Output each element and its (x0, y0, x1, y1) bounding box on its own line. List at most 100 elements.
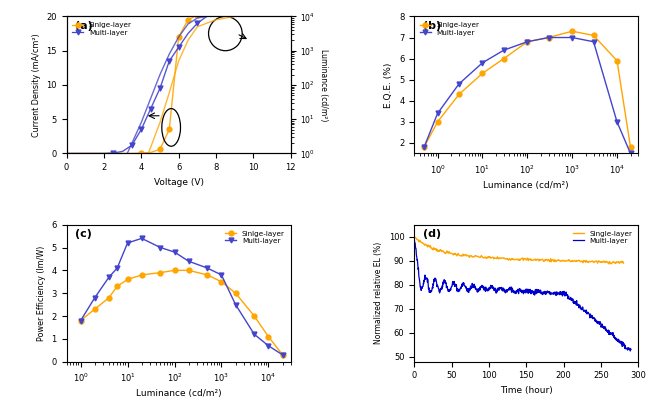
Point (229, 1, 240, 7)
Multi-layer (138, 236, 146, 241)
Multi-layer (420, 145, 428, 150)
Point (174, 34, 184, 40)
Multi-layer (455, 81, 463, 86)
Point (192, 20, 203, 27)
Point (136, 150, 146, 157)
Sinlge-layer (124, 277, 132, 282)
Text: (a): (a) (75, 21, 93, 30)
Point (136, 126, 146, 133)
Sinlge-layer (523, 39, 531, 44)
Sinlge-layer (265, 334, 273, 339)
Y-axis label: E.Q.E. (%): E.Q.E. (%) (384, 62, 394, 108)
Sinlge-layer (203, 272, 211, 277)
Multi-layer (568, 35, 576, 40)
Text: (c): (c) (75, 229, 92, 239)
Point (248, 0, 259, 5)
Single-layer (604, 261, 612, 266)
Multi-layer (170, 249, 178, 254)
Line: Multi-layer: Multi-layer (422, 35, 633, 156)
Multi-layer (410, 234, 418, 239)
Sinlge-layer (138, 272, 146, 277)
Multi-layer (250, 332, 258, 337)
Line: Sinlge-layer: Sinlge-layer (78, 268, 285, 357)
Point (164, 126, 175, 133)
Line: Single-layer: Single-layer (414, 236, 624, 264)
Multi-layer (626, 349, 634, 353)
Sinlge-layer (455, 92, 463, 97)
Point (192, 12, 203, 18)
Point (248, 0, 259, 6)
Sinlge-layer (90, 307, 98, 312)
Point (164, 58, 175, 64)
Multi-layer (575, 302, 583, 307)
Multi-layer (500, 48, 508, 53)
Multi-layer (231, 302, 239, 307)
Sinlge-layer (626, 145, 634, 150)
X-axis label: Luminance (cd/m²): Luminance (cd/m²) (483, 181, 569, 190)
Point (155, 146, 166, 152)
Multi-layer (217, 272, 225, 277)
Sinlge-layer (568, 29, 576, 34)
X-axis label: Voltage (V): Voltage (V) (154, 178, 203, 187)
Sinlge-layer (478, 71, 486, 76)
Multi-layer (536, 291, 544, 296)
Multi-layer (90, 295, 98, 300)
Multi-layer (124, 240, 132, 245)
Y-axis label: Current Density (mA/cm²): Current Density (mA/cm²) (32, 33, 41, 137)
Legend: Sinlge-layer, Multi-layer: Sinlge-layer, Multi-layer (418, 20, 481, 38)
Sinlge-layer (217, 279, 225, 284)
Multi-layer (279, 352, 287, 357)
Point (267, 0, 277, 2)
Sinlge-layer (250, 314, 258, 319)
Multi-layer (265, 343, 273, 348)
Multi-layer (203, 266, 211, 270)
Multi-layer (105, 275, 113, 279)
Multi-layer (478, 60, 486, 65)
Sinlge-layer (231, 291, 239, 296)
Legend: Sinlge-layer, Multi-layer: Sinlge-layer, Multi-layer (70, 20, 134, 38)
Multi-layer (548, 291, 556, 296)
Line: Multi-layer: Multi-layer (78, 236, 285, 357)
Sinlge-layer (545, 35, 553, 40)
Multi-layer (76, 318, 84, 323)
Point (229, 3, 240, 9)
Point (211, 5, 221, 12)
Single-layer (535, 259, 543, 263)
Text: (b): (b) (423, 21, 441, 30)
Legend: Sinlge-layer, Multi-layer: Sinlge-layer, Multi-layer (223, 228, 287, 246)
Legend: Single-layer, Multi-layer: Single-layer, Multi-layer (571, 228, 635, 246)
Multi-layer (627, 347, 635, 352)
Multi-layer (424, 280, 432, 285)
Single-layer (411, 235, 419, 240)
Point (211, 8, 221, 14)
Multi-layer (590, 39, 598, 44)
Sinlge-layer (434, 119, 442, 124)
Multi-layer (597, 321, 604, 326)
Y-axis label: Power Efficiency (lm/W): Power Efficiency (lm/W) (37, 245, 46, 341)
Single-layer (534, 257, 542, 262)
Line: Multi-layer: Multi-layer (414, 236, 631, 351)
Multi-layer (113, 266, 121, 270)
Multi-layer (613, 119, 621, 124)
Multi-layer (523, 39, 531, 44)
Point (108, 150, 118, 157)
Y-axis label: Luminance (cd/m²): Luminance (cd/m²) (319, 49, 328, 121)
X-axis label: Time (hour): Time (hour) (500, 386, 553, 395)
Single-layer (600, 259, 608, 263)
Sinlge-layer (156, 270, 164, 275)
Sinlge-layer (500, 56, 508, 61)
Sinlge-layer (170, 268, 178, 273)
Sinlge-layer (420, 145, 428, 150)
Multi-layer (434, 111, 442, 116)
Single-layer (620, 261, 628, 266)
Sinlge-layer (105, 295, 113, 300)
Multi-layer (545, 35, 553, 40)
Sinlge-layer (76, 318, 84, 323)
Multi-layer (542, 292, 550, 297)
Y-axis label: Normalized relative EL (%): Normalized relative EL (%) (374, 242, 383, 344)
Sinlge-layer (590, 33, 598, 38)
Line: Sinlge-layer: Sinlge-layer (422, 29, 633, 150)
Single-layer (587, 259, 595, 264)
Single-layer (538, 256, 546, 261)
Point (145, 106, 156, 112)
